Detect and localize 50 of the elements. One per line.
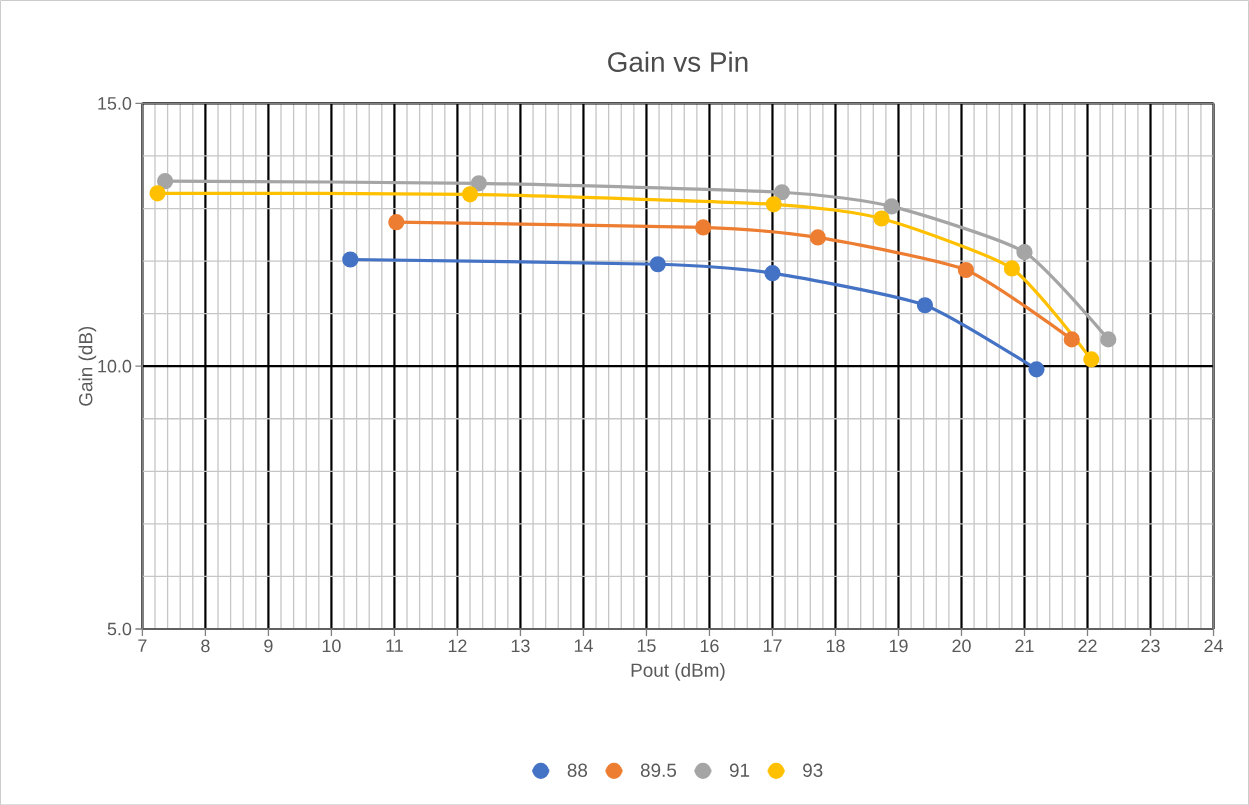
x-tick-label: 12	[448, 639, 467, 652]
point	[765, 196, 782, 213]
x-tick-label: 9	[264, 639, 273, 653]
x-tick-label: 21	[1015, 639, 1034, 652]
y-axis-title: Gain (dB)	[78, 326, 97, 406]
point	[957, 261, 974, 278]
point	[649, 255, 666, 273]
point	[1063, 331, 1080, 348]
y-tick-label: 10.0	[98, 359, 132, 373]
x-tick-label: 7	[138, 639, 147, 652]
x-tick-label: 10	[322, 639, 341, 653]
x-tick-label: 8	[201, 639, 210, 653]
x-tick-label: 17	[763, 639, 782, 652]
x-tick-label: 13	[511, 639, 530, 653]
point	[461, 186, 479, 203]
legend-label: 89.5	[640, 763, 677, 777]
point	[388, 213, 405, 231]
legend-label: 93	[803, 763, 823, 777]
y-tick-label: 5.0	[107, 622, 132, 636]
chart-title: Gain vs Pin	[608, 51, 748, 72]
point	[1003, 260, 1020, 277]
x-tick-label: 11	[386, 639, 403, 652]
x-tick-label: 23	[1141, 639, 1160, 653]
point	[764, 264, 781, 282]
point	[1016, 243, 1033, 261]
legend-label: 88	[567, 763, 588, 777]
point	[773, 183, 791, 201]
point	[1083, 351, 1100, 368]
x-axis-title: Pout (dBm)	[631, 662, 725, 681]
y-tick-label: 15.0	[98, 96, 132, 110]
point	[695, 219, 712, 236]
legend-label: 91	[729, 763, 750, 777]
x-tick-label: 19	[889, 639, 908, 653]
point	[1028, 361, 1045, 378]
x-tick-label: 22	[1078, 639, 1097, 652]
x-tick-label: 16	[700, 639, 719, 653]
point	[916, 296, 934, 314]
point	[873, 210, 890, 227]
point	[809, 229, 826, 246]
point	[342, 251, 359, 268]
point	[883, 198, 900, 215]
x-tick-label: 20	[952, 639, 971, 653]
point	[470, 175, 487, 192]
point	[1100, 331, 1117, 348]
point	[156, 172, 174, 190]
point	[149, 185, 166, 202]
x-tick-label: 14	[574, 639, 593, 652]
x-tick-label: 15	[637, 639, 656, 652]
x-tick-label: 18	[826, 639, 845, 653]
x-tick-label: 24	[1204, 639, 1223, 652]
